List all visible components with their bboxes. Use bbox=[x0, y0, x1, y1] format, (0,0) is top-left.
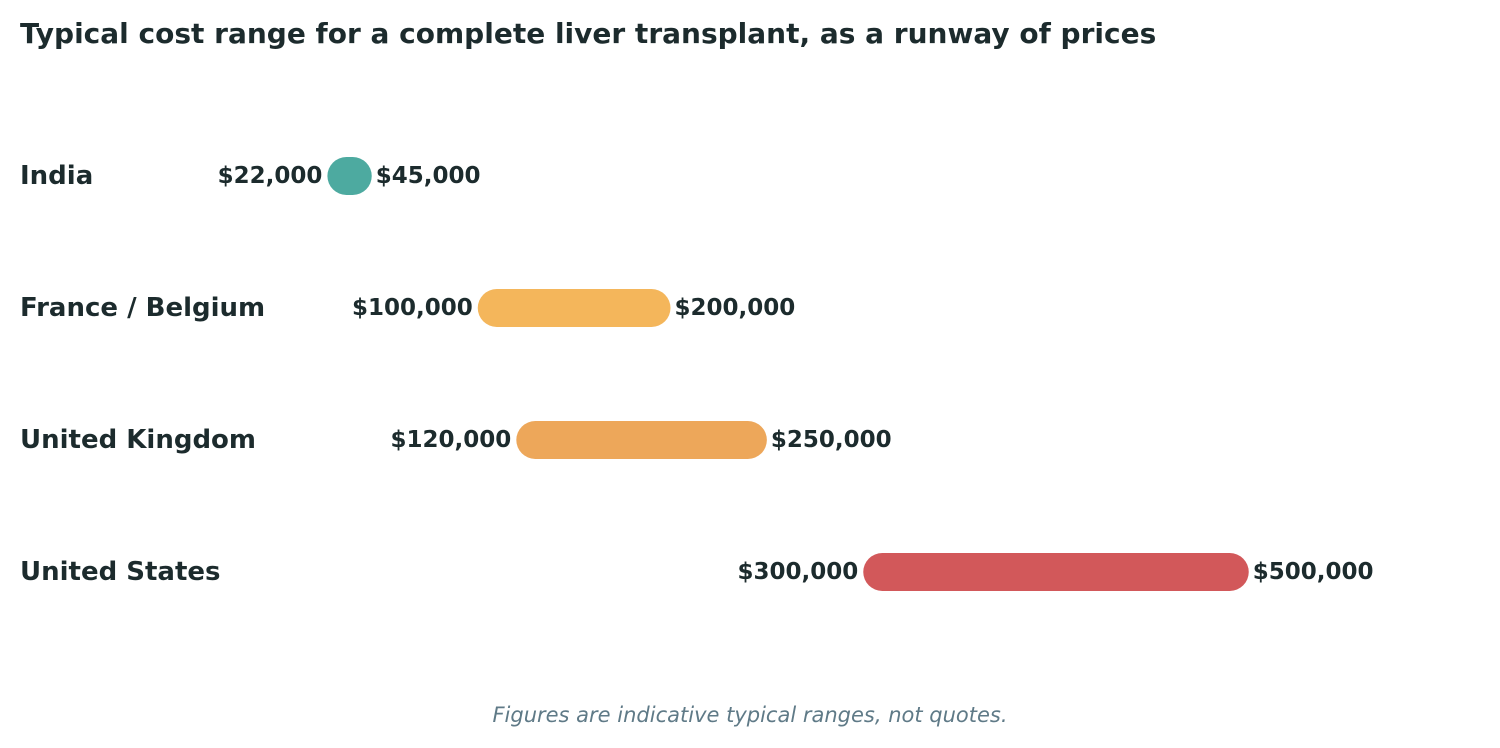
high-value-label: $500,000 bbox=[1253, 559, 1374, 585]
category-label: United States bbox=[20, 557, 221, 587]
high-value-label: $45,000 bbox=[376, 163, 481, 189]
category-label: India bbox=[20, 161, 93, 191]
category-label: France / Belgium bbox=[20, 293, 265, 323]
range-bar bbox=[327, 157, 372, 195]
high-value-label: $200,000 bbox=[675, 295, 796, 321]
range-bar bbox=[863, 553, 1249, 591]
chart-footnote: Figures are indicative typical ranges, n… bbox=[492, 703, 1008, 727]
chart-title: Typical cost range for a complete liver … bbox=[20, 17, 1157, 50]
range-bar bbox=[516, 421, 767, 459]
low-value-label: $300,000 bbox=[737, 559, 858, 585]
high-value-label: $250,000 bbox=[771, 427, 892, 453]
low-value-label: $100,000 bbox=[352, 295, 473, 321]
low-value-label: $22,000 bbox=[218, 163, 323, 189]
category-label: United Kingdom bbox=[20, 425, 256, 455]
range-bar bbox=[477, 289, 671, 327]
low-value-label: $120,000 bbox=[391, 427, 512, 453]
